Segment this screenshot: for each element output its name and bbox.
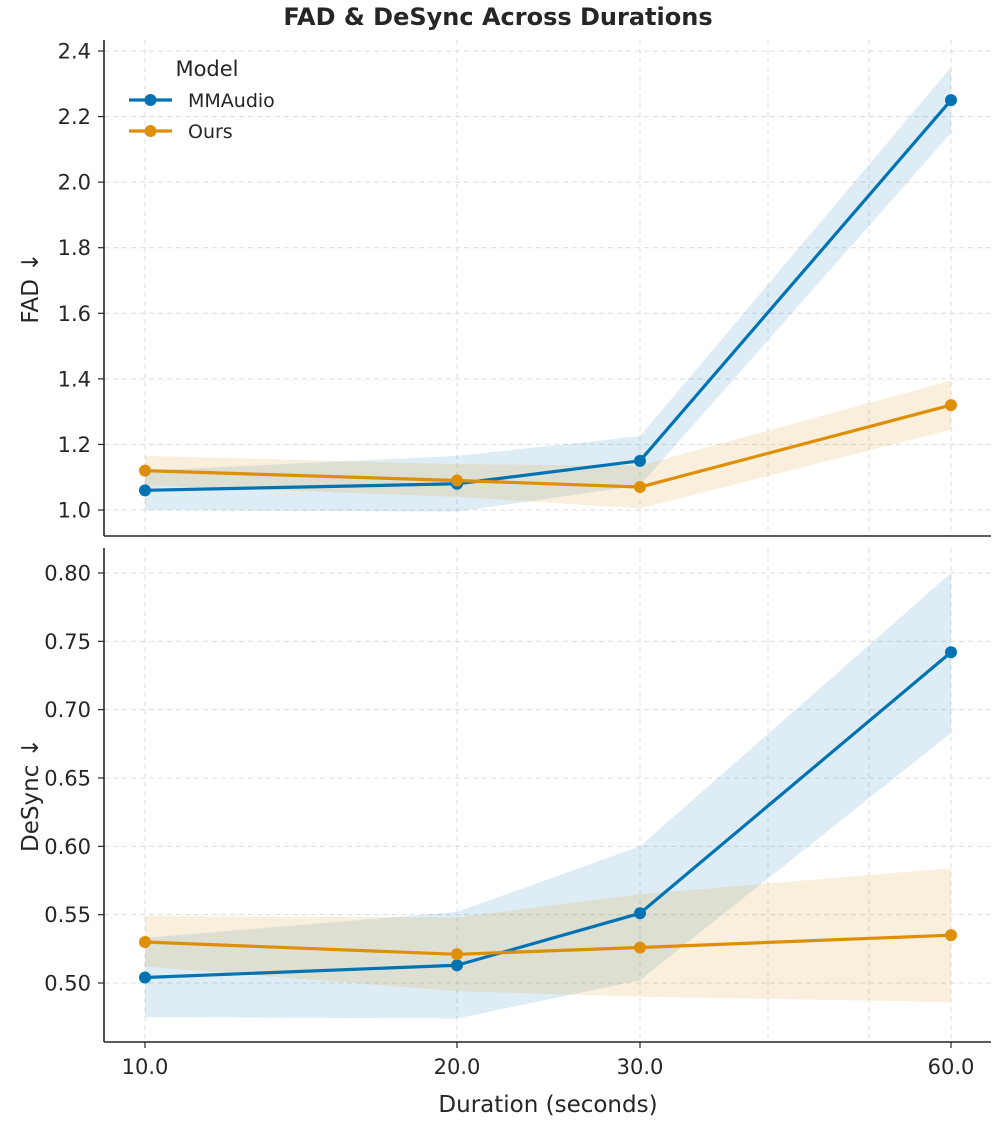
y-tick-label: 0.80 <box>44 562 91 586</box>
panels: 1.0 1.2 1.4 1.6 1.8 2.0 2.2 2.4 FAD ↓ 0.50 0.55 0.6… <box>18 40 991 1043</box>
legend-swatch-marker <box>144 125 157 137</box>
point-ours-3[interactable] <box>634 481 646 494</box>
y-tick-label: 2.2 <box>58 105 91 129</box>
x-tick-label: 20.0 <box>434 1055 481 1079</box>
line-ours <box>143 403 953 489</box>
y-tick-label: 0.70 <box>44 698 91 722</box>
legend-label: Ours <box>188 121 233 143</box>
y-axis-label: FAD ↓ <box>18 252 44 323</box>
y-tick-label: 0.65 <box>44 767 91 791</box>
line-mmaudio <box>143 650 953 980</box>
x-axis-label: Duration (seconds) <box>438 1092 657 1118</box>
point-ours-4[interactable] <box>945 929 957 942</box>
x-tick-label: 10.0 <box>122 1055 169 1079</box>
x-tick-label: 30.0 <box>617 1055 664 1079</box>
y-tick-label: 1.4 <box>58 367 91 391</box>
legend-swatch-marker <box>144 94 157 106</box>
chart-title: FAD & DeSync Across Durations <box>283 3 712 31</box>
y-tick-label: 0.55 <box>44 903 91 927</box>
x-tick-label: 60.0 <box>928 1055 975 1079</box>
y-tick-label: 0.75 <box>44 630 91 654</box>
point-ours-2[interactable] <box>451 948 463 961</box>
point-ours-3[interactable] <box>634 941 646 954</box>
point-mmaudio-2[interactable] <box>451 959 463 972</box>
point-ours-4[interactable] <box>945 399 957 412</box>
point-mmaudio-4[interactable] <box>945 646 957 659</box>
point-mmaudio-1[interactable] <box>139 971 151 984</box>
x-axis: 10.0 20.0 30.0 60.0 <box>122 1042 975 1079</box>
legend[interactable]: Model MMAudio Ours <box>129 57 275 143</box>
point-ours-2[interactable] <box>451 474 463 487</box>
point-mmaudio-3[interactable] <box>634 907 646 920</box>
legend-title: Model <box>175 57 238 81</box>
line-ours <box>143 933 953 956</box>
panel-desync: 0.50 0.55 0.60 0.65 0.70 0.75 0.80 DeSync ↓ <box>18 548 991 1043</box>
y-tick-label: 1.0 <box>58 499 91 523</box>
y-tick-label: 1.2 <box>58 433 91 457</box>
y-tick-label: 2.4 <box>58 40 91 64</box>
line-mmaudio <box>143 98 953 492</box>
legend-item-mmaudio[interactable]: MMAudio <box>129 90 275 112</box>
panel-fad: 1.0 1.2 1.4 1.6 1.8 2.0 2.2 2.4 FAD ↓ <box>18 40 991 537</box>
y-tick-label: 2.0 <box>58 171 91 195</box>
y-tick-label: 1.8 <box>58 236 91 260</box>
legend-item-ours[interactable]: Ours <box>129 121 233 143</box>
point-mmaudio-1[interactable] <box>139 484 151 497</box>
point-ours-1[interactable] <box>139 464 151 477</box>
y-tick-label: 0.60 <box>44 835 91 859</box>
point-mmaudio-3[interactable] <box>634 454 646 467</box>
y-axis-label: DeSync ↓ <box>18 738 44 852</box>
y-tick-label: 0.50 <box>44 972 91 996</box>
point-mmaudio-4[interactable] <box>945 94 957 107</box>
legend-label: MMAudio <box>188 90 275 112</box>
y-tick-label: 1.6 <box>58 302 91 326</box>
point-ours-1[interactable] <box>139 936 151 948</box>
